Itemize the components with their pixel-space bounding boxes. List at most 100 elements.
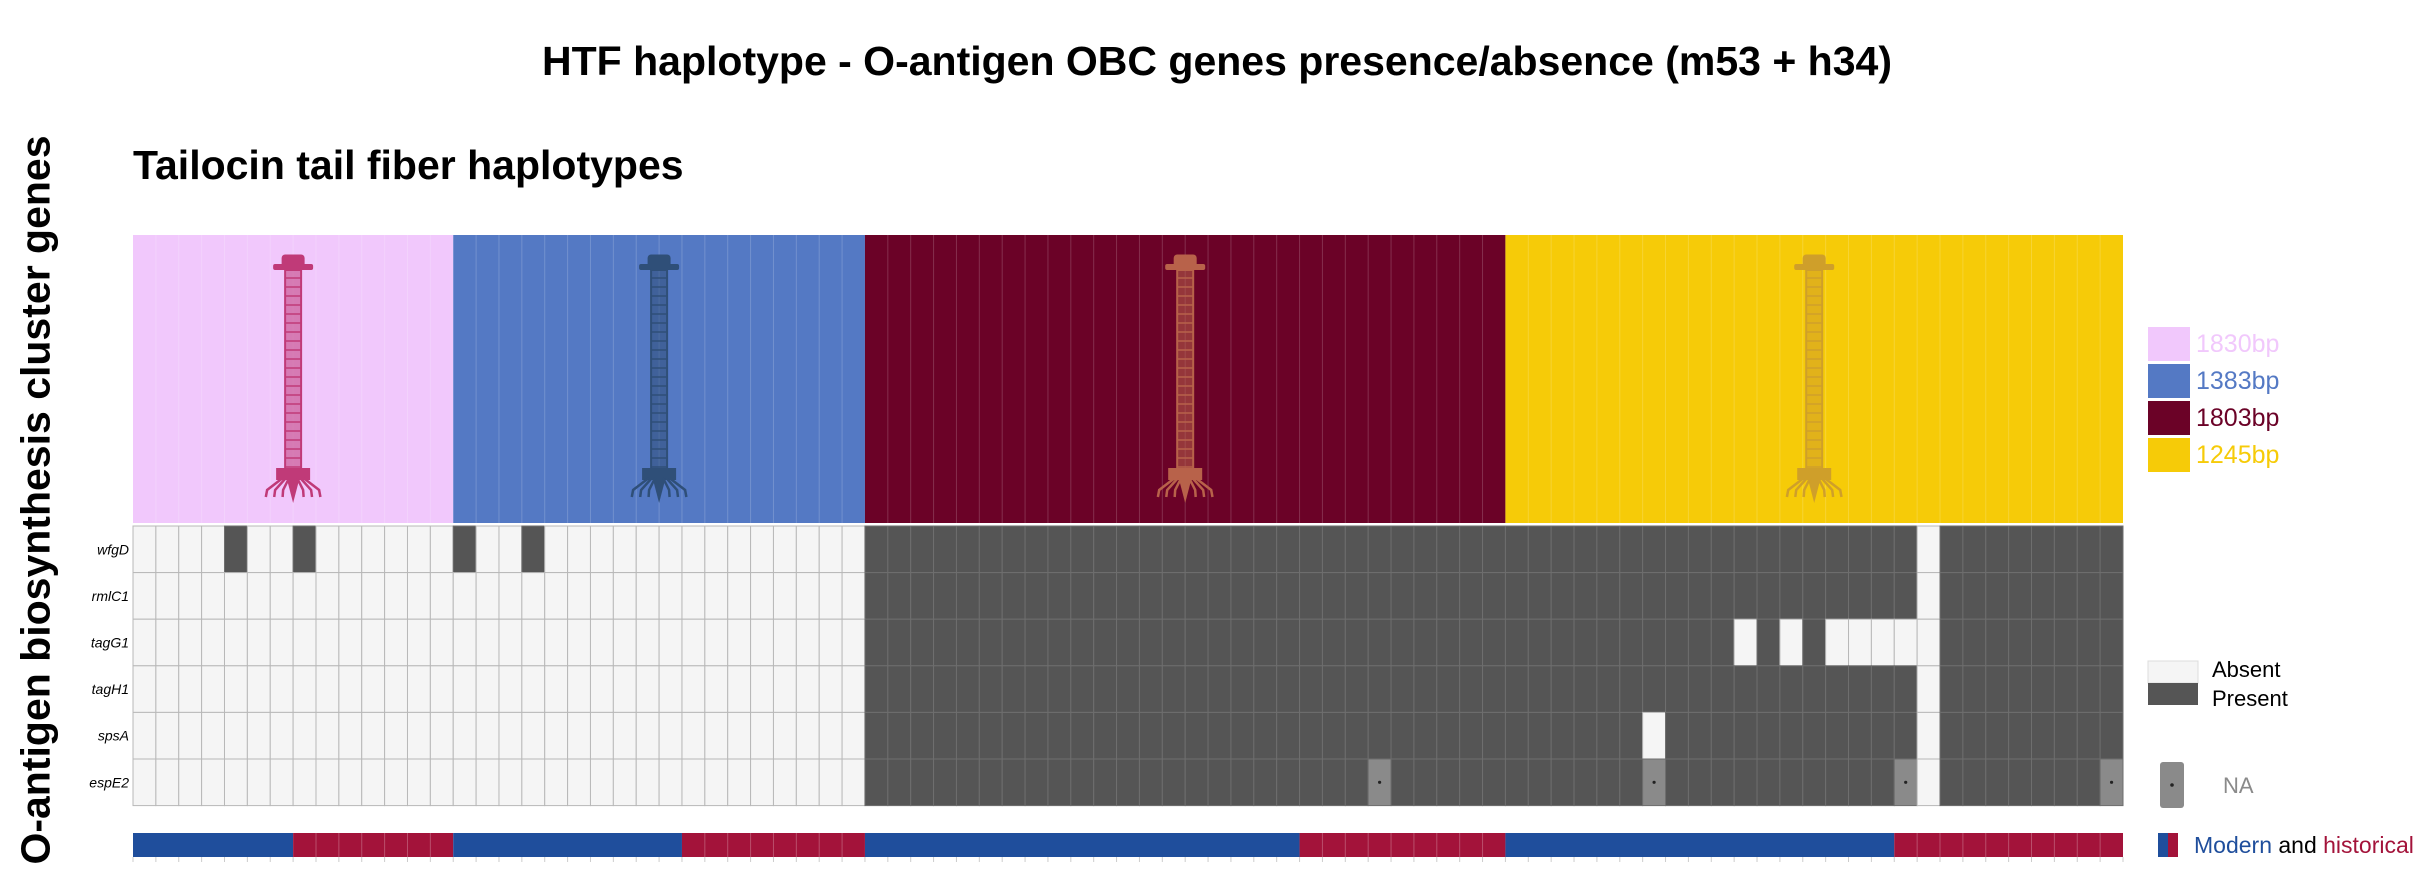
haplotype-block-group [453,235,865,523]
heatmap-cell [910,711,935,760]
heatmap-cell [429,572,454,620]
haplotype-legend-item: 1383bp [2148,364,2279,398]
heatmap-cell [1413,665,1438,713]
heatmap-cell [2031,758,2055,807]
heatmap-cell [1459,572,1484,620]
heatmap-cell [635,665,660,713]
heatmap-cell [1230,711,1255,760]
heatmap-cell [1825,525,1850,574]
heatmap-cell [1916,572,1941,620]
tail-fiber-icon [630,254,688,503]
heatmap-cell [1665,525,1689,574]
heatmap-cell [292,618,317,667]
heatmap-cell [1573,711,1598,760]
historical-legend-label: historical [2323,832,2414,858]
heatmap-cell [406,572,431,620]
icon-fiber [1802,477,1812,498]
heatmap-cell [1070,525,1095,574]
heatmap-cell [246,572,271,620]
icon-spike [1179,480,1192,503]
heatmap-cell [1870,665,1895,713]
heatmap-cell [246,711,271,760]
icon-fiber [1165,477,1179,498]
heatmap-cell [727,711,752,760]
heatmap-cell [1207,525,1232,574]
heatmap-cell [635,711,660,760]
heatmap-row: rmlC1 [92,572,2124,620]
heatmap-cell [727,758,752,807]
heatmap-cell [1550,758,1575,807]
heatmap-cell [1024,711,1049,760]
heatmap-cell [406,758,431,807]
heatmap-cell [1070,711,1095,760]
gene-label: spsA [98,728,129,744]
heatmap-cell [178,711,203,760]
heatmap-cell [1550,572,1575,620]
heatmap-cell [1985,758,2010,807]
heatmap-cell [1687,758,1712,807]
heatmap-cell [544,758,569,807]
heatmap-cell [1184,618,1209,667]
heatmap-cell [818,711,843,760]
icon-fiber [1817,477,1826,498]
heatmap-cell [1253,525,1278,574]
origin-block [453,833,682,857]
heatmap-cell [818,618,843,667]
heatmap-cell [1184,758,1209,807]
absent-legend-swatch [2147,660,2199,684]
heatmap-cell [933,665,957,713]
heatmap-cell [521,758,546,807]
haplotype-legend-swatch [2148,327,2190,361]
heatmap-cell [406,618,431,667]
heatmap-cell [132,711,157,760]
present-legend-label: Present [2212,686,2288,711]
heatmap-cell [1665,711,1689,760]
heatmap-cell [475,665,500,713]
heatmap-cell [269,758,294,807]
haplotype-block-group [1505,235,2123,523]
heatmap-cell [1802,758,1827,807]
heatmap-cell [1138,572,1163,620]
heatmap-cell [1848,758,1872,807]
heatmap-cell [498,758,523,807]
heatmap-cell [567,572,591,620]
heatmap-cell [1299,572,1323,620]
chart-subtitle: Tailocin tail fiber haplotypes [133,142,684,188]
heatmap-cell [887,572,912,620]
icon-fiber [1794,477,1808,498]
heatmap-cell [1001,758,1026,807]
heatmap-cell [1573,525,1598,574]
heatmap-cell [1001,665,1026,713]
heatmap-cell [910,572,935,620]
heatmap-cell [2053,711,2078,760]
heatmap-cell [1093,711,1118,760]
heatmap-cell [1550,711,1575,760]
heatmap-cell [315,572,340,620]
heatmap-cell [1802,572,1827,620]
haplotype-block-group [133,235,454,523]
heatmap-cell [452,572,477,620]
heatmap-cell [1504,572,1529,620]
heatmap-cell [1276,525,1301,574]
heatmap-cell [1619,525,1644,574]
heatmap-cell [1596,758,1621,807]
tail-fiber-icon [1785,254,1843,503]
heatmap-cell [818,665,843,713]
heatmap-cell [1436,758,1461,807]
heatmap-cell [1504,758,1529,807]
heatmap-cell [2053,525,2078,574]
heatmap-cell [521,711,546,760]
heatmap-cell [1207,665,1232,713]
heatmap-cell [1321,711,1346,760]
heatmap-cell [475,711,500,760]
heatmap-cell [1116,665,1140,713]
heatmap-cell [750,665,774,713]
na-dot [1904,780,1908,784]
chart-title: HTF haplotype - O-antigen OBC genes pres… [542,38,1892,84]
heatmap-cell [429,758,454,807]
heatmap-cell [1710,525,1735,574]
heatmap-cell [772,572,797,620]
heatmap-cell [704,711,729,760]
heatmap-cell [2031,711,2055,760]
